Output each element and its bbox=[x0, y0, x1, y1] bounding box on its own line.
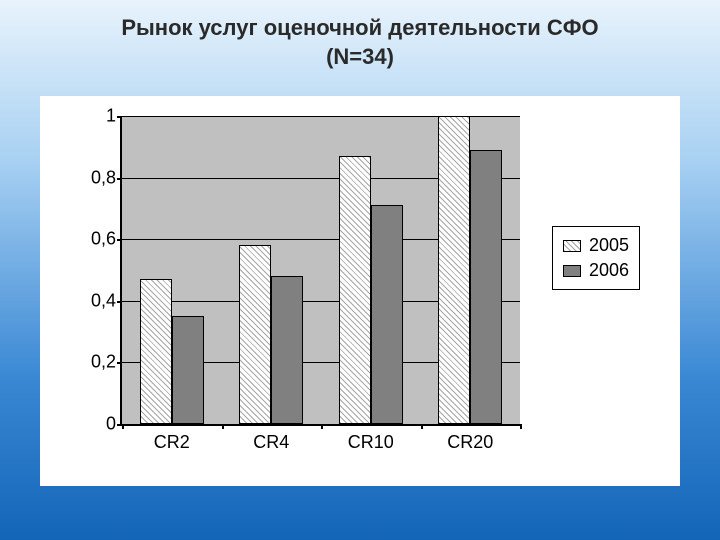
chart-inner: 00,20,40,60,81CR2CR4CR10CR20 2005 2006 bbox=[70, 116, 660, 466]
legend-swatch-2005 bbox=[563, 240, 581, 252]
x-category-label: CR10 bbox=[348, 432, 394, 453]
y-tick-label: 0,2 bbox=[91, 352, 116, 373]
x-tick-mark bbox=[122, 424, 124, 429]
legend-item-2006: 2006 bbox=[563, 258, 629, 283]
slide: Рынок услуг оценочной деятельности СФО (… bbox=[0, 0, 720, 540]
bar-2006-CR2 bbox=[172, 316, 204, 424]
legend: 2005 2006 bbox=[552, 226, 640, 290]
bar-2006-CR10 bbox=[371, 205, 403, 424]
plot-area: 00,20,40,60,81CR2CR4CR10CR20 bbox=[120, 116, 520, 426]
y-tick-mark bbox=[117, 239, 122, 241]
bar-2006-CR4 bbox=[271, 276, 303, 424]
y-tick-label: 0,8 bbox=[91, 167, 116, 188]
x-category-label: CR4 bbox=[253, 432, 289, 453]
x-category-label: CR20 bbox=[447, 432, 493, 453]
bar-2006-CR20 bbox=[470, 150, 502, 424]
x-tick-mark bbox=[421, 424, 423, 429]
x-tick-mark bbox=[520, 424, 522, 429]
bar-2005-CR2 bbox=[140, 279, 172, 424]
y-tick-mark bbox=[117, 362, 122, 364]
bar-2005-CR20 bbox=[438, 116, 470, 424]
bar-2005-CR4 bbox=[239, 245, 271, 424]
legend-item-2005: 2005 bbox=[563, 233, 629, 258]
title-line-1: Рынок услуг оценочной деятельности СФО bbox=[121, 15, 598, 40]
y-tick-mark bbox=[117, 301, 122, 303]
y-tick-mark bbox=[117, 116, 122, 118]
x-tick-mark bbox=[222, 424, 224, 429]
chart-container: 00,20,40,60,81CR2CR4CR10CR20 2005 2006 bbox=[40, 96, 680, 486]
y-tick-label: 0 bbox=[106, 414, 116, 435]
title-line-2: (N=34) bbox=[326, 44, 394, 69]
y-tick-label: 0,6 bbox=[91, 229, 116, 250]
x-category-label: CR2 bbox=[154, 432, 190, 453]
slide-title: Рынок услуг оценочной деятельности СФО (… bbox=[0, 0, 720, 71]
y-tick-label: 0,4 bbox=[91, 290, 116, 311]
legend-label-2006: 2006 bbox=[589, 260, 629, 281]
legend-label-2005: 2005 bbox=[589, 235, 629, 256]
x-tick-mark bbox=[321, 424, 323, 429]
y-tick-mark bbox=[117, 178, 122, 180]
bar-2005-CR10 bbox=[339, 156, 371, 424]
legend-swatch-2006 bbox=[563, 265, 581, 277]
y-tick-label: 1 bbox=[106, 106, 116, 127]
